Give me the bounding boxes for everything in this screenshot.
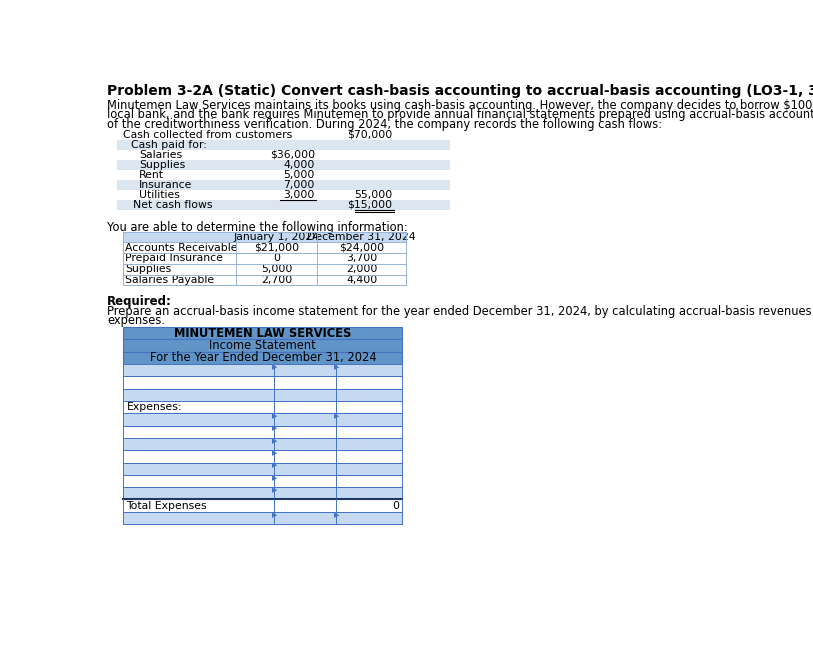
Text: ▶: ▶: [272, 450, 277, 456]
Text: 55,000: 55,000: [354, 190, 392, 200]
Text: Income Statement: Income Statement: [210, 339, 316, 352]
Text: 0: 0: [392, 501, 399, 510]
Bar: [117, 140, 450, 150]
Text: ▶: ▶: [272, 463, 277, 468]
Text: Salaries: Salaries: [139, 150, 182, 160]
Text: December 31, 2024: December 31, 2024: [307, 232, 416, 242]
Text: Cash collected from customers: Cash collected from customers: [124, 130, 293, 140]
Text: ▶: ▶: [334, 512, 339, 518]
Bar: [124, 231, 406, 242]
Text: ▶: ▶: [272, 413, 277, 419]
Bar: [124, 242, 406, 253]
Bar: [124, 264, 406, 275]
Bar: [124, 463, 402, 475]
Text: ▶: ▶: [334, 364, 339, 370]
Text: ▶: ▶: [272, 512, 277, 518]
Text: $21,000: $21,000: [254, 243, 299, 253]
Text: Supplies: Supplies: [139, 160, 185, 170]
Bar: [124, 438, 402, 450]
Text: Problem 3-2A (Static) Convert cash-basis accounting to accrual-basis accounting : Problem 3-2A (Static) Convert cash-basis…: [107, 84, 813, 98]
Text: $15,000: $15,000: [347, 200, 392, 210]
Text: Cash paid for:: Cash paid for:: [131, 140, 207, 150]
Bar: [117, 130, 450, 140]
Text: ▶: ▶: [272, 426, 277, 432]
Text: ▶: ▶: [272, 438, 277, 444]
Text: Utilities: Utilities: [139, 190, 180, 200]
Bar: [117, 200, 450, 210]
Text: 2,000: 2,000: [346, 264, 377, 275]
Text: You are able to determine the following information:: You are able to determine the following …: [107, 221, 408, 234]
Text: 5,000: 5,000: [261, 264, 292, 275]
Text: $36,000: $36,000: [270, 150, 315, 160]
Bar: [117, 170, 450, 180]
Text: For the Year Ended December 31, 2024: For the Year Ended December 31, 2024: [150, 351, 376, 364]
Bar: [124, 426, 402, 438]
Text: ▶: ▶: [272, 364, 277, 370]
Text: 7,000: 7,000: [284, 180, 315, 190]
Text: 0: 0: [273, 253, 280, 264]
Bar: [117, 150, 450, 160]
Bar: [117, 190, 450, 200]
Text: January 1, 2024: January 1, 2024: [233, 232, 320, 242]
Bar: [117, 160, 450, 170]
Bar: [124, 327, 402, 339]
Bar: [124, 512, 402, 524]
Text: expenses.: expenses.: [107, 314, 165, 327]
Bar: [124, 389, 402, 401]
Text: Insurance: Insurance: [139, 180, 192, 190]
Text: 4,400: 4,400: [346, 275, 377, 285]
Text: 3,700: 3,700: [346, 253, 377, 264]
Text: local bank, and the bank requires Minutemen to provide annual financial statemen: local bank, and the bank requires Minute…: [107, 109, 813, 121]
Text: Rent: Rent: [139, 170, 164, 180]
Bar: [124, 475, 402, 487]
Text: Expenses:: Expenses:: [127, 402, 182, 412]
Text: ▶: ▶: [334, 413, 339, 419]
Bar: [124, 376, 402, 389]
Bar: [124, 401, 402, 413]
Text: Prepare an accrual-basis income statement for the year ended December 31, 2024, : Prepare an accrual-basis income statemen…: [107, 305, 813, 318]
Bar: [124, 499, 402, 512]
Text: MINUTEMEN LAW SERVICES: MINUTEMEN LAW SERVICES: [174, 327, 351, 340]
Text: 5,000: 5,000: [284, 170, 315, 180]
Bar: [124, 351, 402, 364]
Text: Net cash flows: Net cash flows: [133, 200, 212, 210]
Bar: [124, 413, 402, 426]
Text: ▶: ▶: [272, 475, 277, 481]
Bar: [124, 275, 406, 286]
Bar: [124, 450, 402, 463]
Text: Prepaid Insurance: Prepaid Insurance: [125, 253, 223, 264]
Text: Supplies: Supplies: [125, 264, 171, 275]
Text: 2,700: 2,700: [261, 275, 292, 285]
Text: Minutemen Law Services maintains its books using cash-basis accounting. However,: Minutemen Law Services maintains its boo…: [107, 99, 813, 112]
Bar: [124, 253, 406, 264]
Text: ▶: ▶: [272, 487, 277, 493]
Bar: [117, 180, 450, 190]
Text: of the creditworthiness verification. During 2024, the company records the follo: of the creditworthiness verification. Du…: [107, 118, 662, 130]
Text: 3,000: 3,000: [284, 190, 315, 200]
Bar: [124, 487, 402, 499]
Text: Total Expenses: Total Expenses: [127, 501, 207, 510]
Text: $70,000: $70,000: [347, 130, 392, 140]
Bar: [124, 364, 402, 376]
Text: 4,000: 4,000: [284, 160, 315, 170]
Text: $24,000: $24,000: [339, 243, 385, 253]
Text: Required:: Required:: [107, 295, 172, 307]
Bar: [124, 339, 402, 351]
Text: Accounts Receivable: Accounts Receivable: [125, 243, 237, 253]
Text: Salaries Payable: Salaries Payable: [125, 275, 214, 285]
